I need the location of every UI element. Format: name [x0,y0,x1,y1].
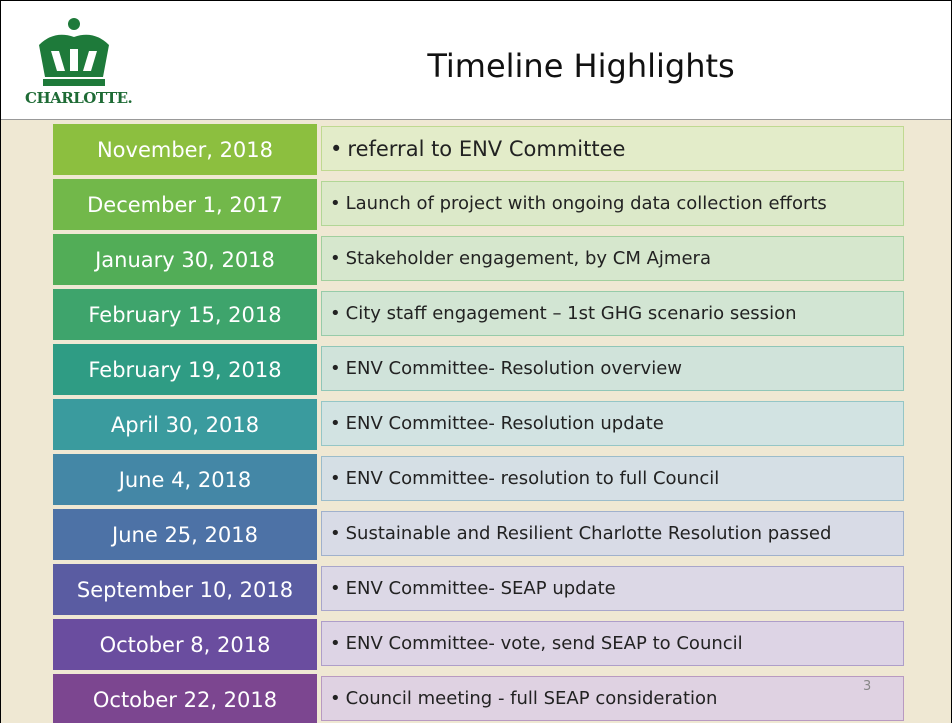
item-box: ENV Committee- Resolution overview [321,346,904,391]
date-box: February 19, 2018 [53,344,317,395]
item-box: referral to ENV Committee [321,126,904,171]
date-box: February 15, 2018 [53,289,317,340]
item-box: ENV Committee- Resolution update [321,401,904,446]
date-box: June 25, 2018 [53,509,317,560]
timeline-row: September 10, 2018ENV Committee- SEAP up… [53,564,906,615]
date-box: October 8, 2018 [53,619,317,670]
timeline-row: November, 2018referral to ENV Committee [53,124,906,175]
timeline-row: June 25, 2018Sustainable and Resilient C… [53,509,906,560]
page-number: 3 [863,679,872,694]
item-box: ENV Committee- vote, send SEAP to Counci… [321,621,904,666]
logo-text: CHARLOTTE. [25,89,133,107]
item-box: Stakeholder engagement, by CM Ajmera [321,236,904,281]
date-box: December 1, 2017 [53,179,317,230]
item-box: Launch of project with ongoing data coll… [321,181,904,226]
item-box: ENV Committee- SEAP update [321,566,904,611]
date-box: October 22, 2018 [53,674,317,723]
timeline-row: October 8, 2018ENV Committee- vote, send… [53,619,906,670]
date-box: April 30, 2018 [53,399,317,450]
header: CHARLOTTE. Timeline Highlights [1,1,951,120]
item-box: Sustainable and Resilient Charlotte Reso… [321,511,904,556]
item-box: ENV Committee- resolution to full Counci… [321,456,904,501]
timeline-row: April 30, 2018ENV Committee- Resolution … [53,399,906,450]
timeline-row: October 22, 2018Council meeting - full S… [53,674,906,723]
timeline-row: June 4, 2018ENV Committee- resolution to… [53,454,906,505]
date-box: June 4, 2018 [53,454,317,505]
logo-crown [39,18,109,86]
timeline-row: February 19, 2018ENV Committee- Resoluti… [53,344,906,395]
date-box: September 10, 2018 [53,564,317,615]
timeline: November, 2018referral to ENV CommitteeD… [1,120,951,723]
item-box: Council meeting - full SEAP consideratio… [321,676,904,721]
timeline-row: February 15, 2018City staff engagement –… [53,289,906,340]
item-box: City staff engagement – 1st GHG scenario… [321,291,904,336]
date-box: November, 2018 [53,124,317,175]
timeline-row: January 30, 2018Stakeholder engagement, … [53,234,906,285]
slide-title: Timeline Highlights [427,47,735,85]
date-box: January 30, 2018 [53,234,317,285]
timeline-row: December 1, 2017Launch of project with o… [53,179,906,230]
